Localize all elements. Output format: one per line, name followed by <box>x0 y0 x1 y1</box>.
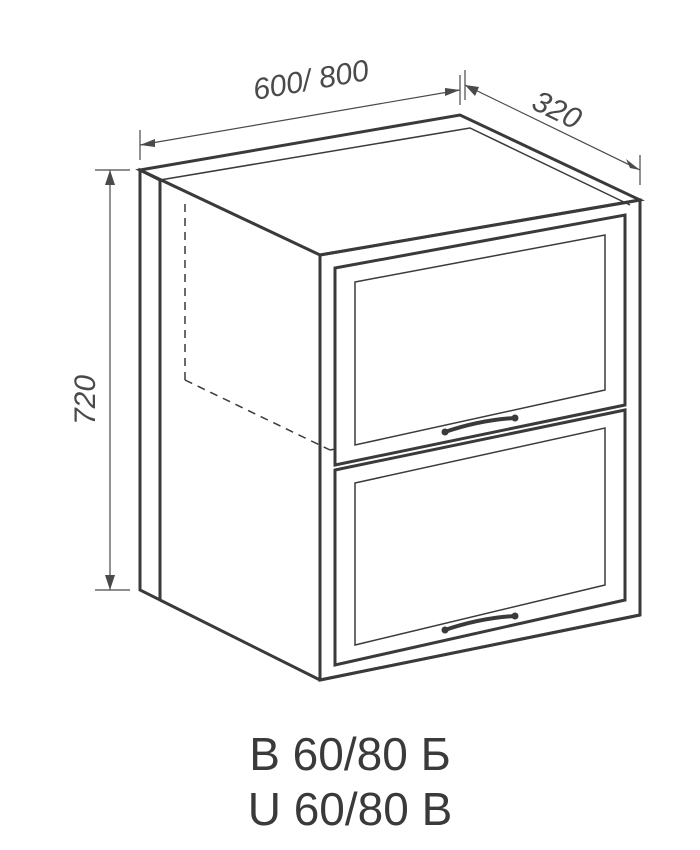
product-code-1: В 60/80 Б <box>249 728 451 780</box>
dim-depth-label: 320 <box>527 85 587 137</box>
product-code-2: U 60/80 B <box>248 783 453 835</box>
dim-height: 720 <box>69 170 130 590</box>
cabinet-diagram: 600/ 800 320 720 <box>0 0 700 850</box>
dim-width-label: 600/ 800 <box>250 54 371 107</box>
cabinet-front <box>320 200 640 680</box>
dim-height-label: 720 <box>69 375 102 425</box>
